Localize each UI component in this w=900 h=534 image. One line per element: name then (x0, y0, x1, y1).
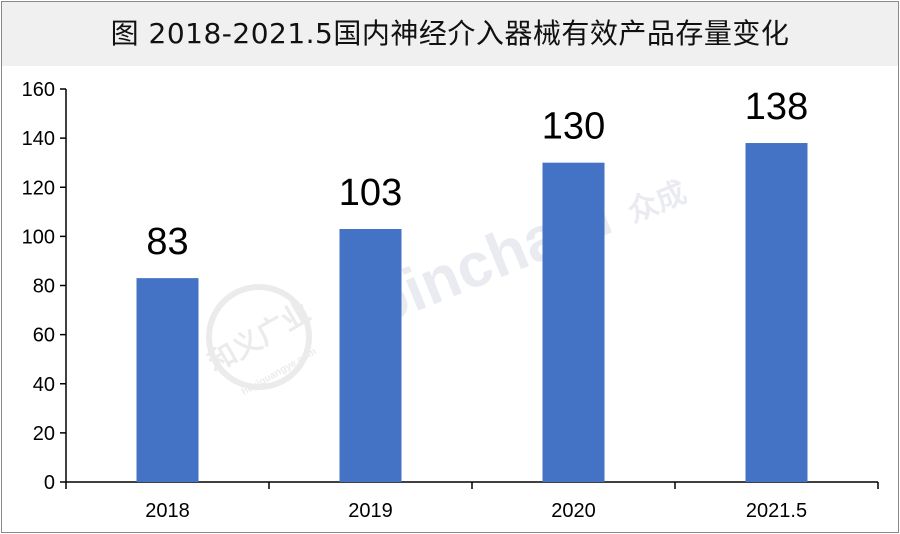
x-tick-label: 2019 (348, 500, 393, 522)
y-tick-label: 160 (22, 79, 55, 101)
bars (136, 143, 808, 482)
y-tick-label: 60 (33, 325, 55, 347)
data-label: 83 (146, 221, 188, 263)
watermark-seal-icon: 和义广业 heyiguangye.com (203, 284, 319, 398)
bar-2020 (542, 162, 605, 482)
y-tick-label: 20 (33, 423, 55, 445)
bar-2019 (339, 229, 402, 482)
x-tick-label: 2018 (145, 500, 190, 522)
x-tick-label: 2020 (551, 500, 596, 522)
y-tick-label: 120 (22, 177, 55, 199)
y-tick-label: 80 (33, 276, 55, 298)
bar-2018 (136, 278, 199, 482)
data-label: 138 (745, 86, 808, 128)
y-tick-label: 100 (22, 226, 55, 248)
watermark-brand-cn: 众成 (623, 176, 691, 229)
y-tick-label: 40 (33, 374, 55, 396)
data-label: 130 (542, 106, 605, 148)
y-tick-label: 140 (22, 128, 55, 150)
watermark: 和义广业 heyiguangye.com Joinchain 众成 (203, 176, 691, 398)
axes: 0 20 40 60 80 100 120 140 160 2018 2019 2020 2021.5 (22, 79, 879, 522)
data-labels: 83 103 130 138 (146, 86, 808, 263)
x-tick-label: 2021.5 (746, 500, 807, 522)
chart-title: 图 2018-2021.5国内神经介入器械有效产品存量变化 (2, 2, 898, 66)
data-label: 103 (339, 172, 402, 214)
bar-2021.5 (745, 143, 808, 482)
y-tick-label: 0 (44, 472, 55, 494)
